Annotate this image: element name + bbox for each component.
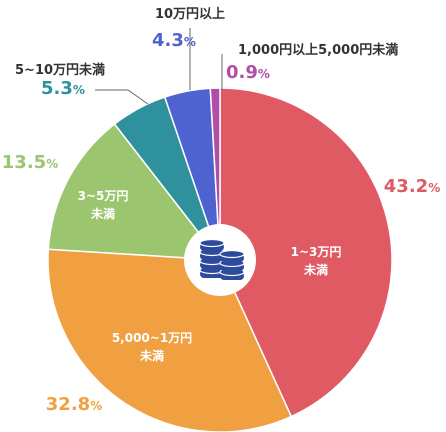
slice-value-3: 5.3% [41,78,85,99]
slice-value-2: 13.5% [2,152,58,173]
pie-slice-2 [47,123,222,261]
slice-label-0: 1~3万円未満 [291,245,342,277]
pie-slices [47,87,393,432]
slice-label-5: 1,000円以上5,000円未満 [238,42,398,58]
pie-slice-1 [47,248,293,432]
pie-slice-0 [219,87,393,418]
slice-value-4: 4.3% [152,30,196,51]
coin-stack-icon [184,224,256,296]
slice-value-0: 43.2% [384,176,440,197]
pie-slice-5 [209,87,221,261]
leader-line-3 [95,89,149,105]
slice-labels: 1~3万円未満 5,000~1万円未満 3~5万円未満 5~10万円未満 10万円以上 1… [15,7,398,363]
leader-lines [95,28,223,105]
slice-values: 43.2% 32.8% 13.5% 5.3% 4.3% 0.9% [2,30,440,415]
slice-label-1: 5,000~1万円未満 [112,331,192,363]
slice-label-4: 10万円以上 [155,7,225,22]
slice-label-2: 3~5万円未満 [78,189,129,221]
slice-value-1: 32.8% [46,394,102,415]
slice-value-5: 0.9% [226,62,270,83]
slice-label-3: 5~10万円未満 [15,62,105,78]
